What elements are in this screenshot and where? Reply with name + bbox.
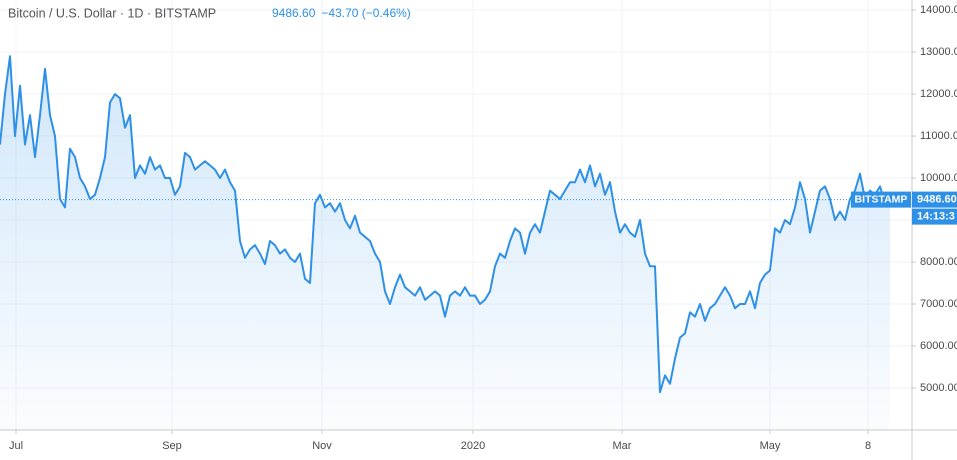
- area-fill: [0, 56, 890, 431]
- x-tick-label: Jul: [9, 440, 23, 452]
- y-tick-label: 14000.00: [920, 4, 957, 16]
- plot: [0, 55, 912, 431]
- x-tick-label: Nov: [312, 440, 332, 452]
- price-line: [0, 55, 891, 394]
- change: −43.70 (−0.46%): [321, 6, 410, 20]
- last-price-box: [912, 191, 957, 208]
- countdown-box: [912, 208, 957, 225]
- x-tick-label: May: [760, 440, 781, 452]
- x-tick-label: 2020: [461, 440, 485, 452]
- y-tick-label: 11000.00: [920, 130, 957, 142]
- exchange-tag: BITSTAMP: [855, 193, 908, 205]
- x-tick-label: Mar: [613, 440, 632, 452]
- last-price-label: 9486.60: [917, 194, 957, 206]
- y-tick-label: 8000.00: [920, 256, 957, 268]
- x-tick-label: Sep: [162, 440, 182, 452]
- y-tick-label: 6000.00: [920, 340, 957, 352]
- price: 9486.60: [272, 6, 316, 20]
- symbol-title: Bitcoin / U.S. Dollar · 1D · BITSTAMP: [8, 6, 216, 20]
- x-tick-label: 8: [865, 440, 871, 452]
- y-tick-label: 10000.00: [920, 172, 957, 184]
- countdown-label: 14:13:3: [917, 211, 955, 223]
- y-tick-label: 5000.00: [920, 382, 957, 394]
- y-tick-label: 13000.00: [920, 46, 957, 58]
- y-tick-label: 12000.00: [920, 88, 957, 100]
- axes: 5000.006000.007000.008000.009000.0010000…: [9, 4, 957, 452]
- y-tick-label: 7000.00: [920, 298, 957, 310]
- exchange-tag-box: [851, 191, 911, 208]
